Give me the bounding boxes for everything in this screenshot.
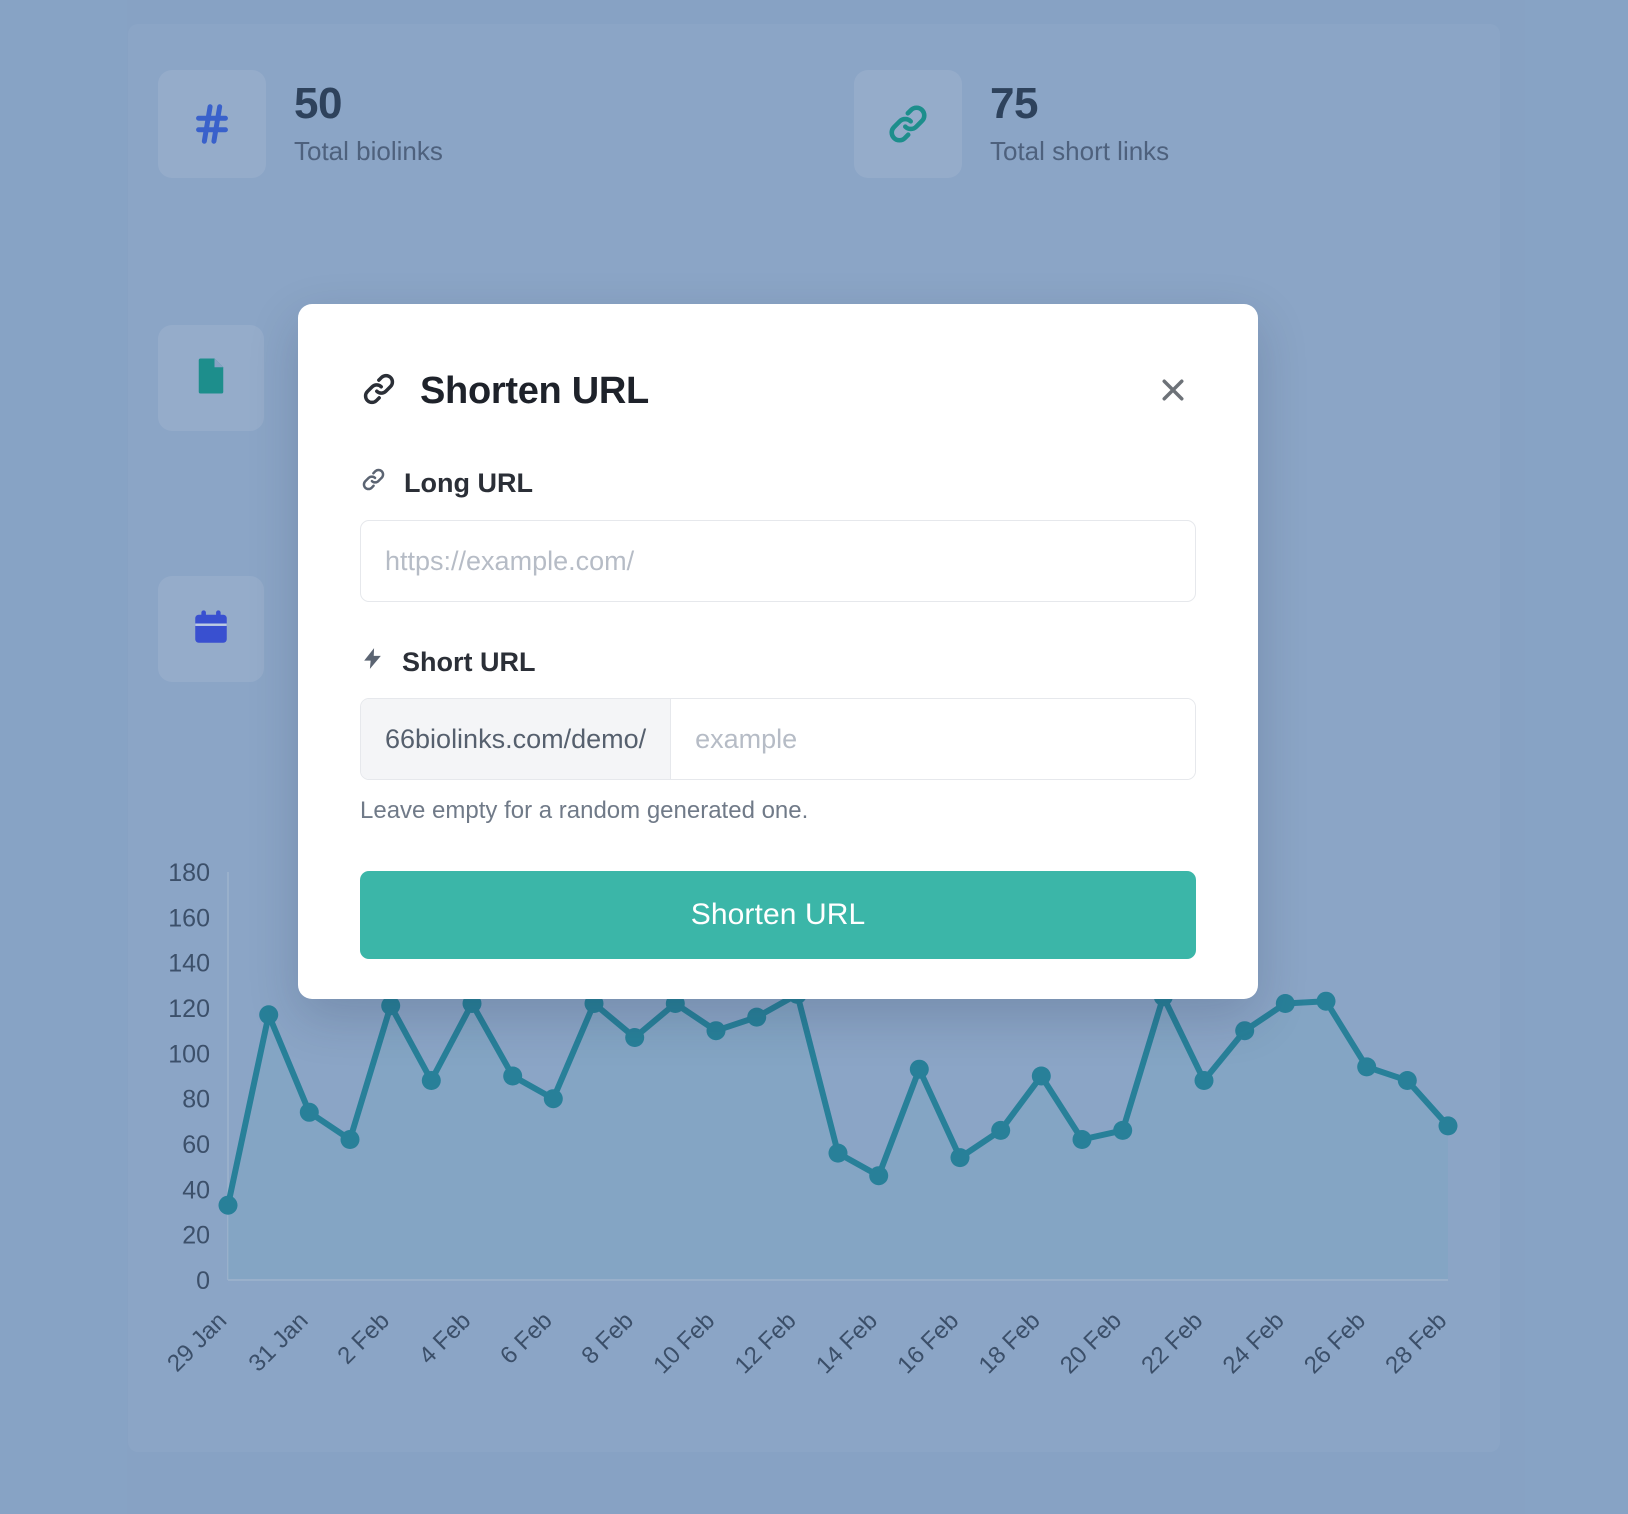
hash-icon xyxy=(158,70,266,178)
link-icon xyxy=(360,466,387,500)
stat-value: 50 xyxy=(294,79,342,129)
svg-text:0: 0 xyxy=(196,1267,210,1295)
close-icon xyxy=(1158,375,1188,408)
svg-text:80: 80 xyxy=(182,1086,210,1114)
stat-card-biolinks: 50 Total biolinks xyxy=(158,70,443,178)
svg-text:140: 140 xyxy=(168,950,210,978)
long-url-label-text: Long URL xyxy=(404,467,533,498)
svg-text:180: 180 xyxy=(168,859,210,887)
bolt-icon xyxy=(360,646,385,678)
short-url-input-group: 66biolinks.com/demo/ xyxy=(360,698,1196,780)
file-icon xyxy=(190,355,232,402)
shorten-url-submit-button[interactable]: Shorten URL xyxy=(360,871,1196,959)
svg-text:20: 20 xyxy=(182,1222,210,1250)
card-calendar xyxy=(158,576,264,682)
short-url-prefix: 66biolinks.com/demo/ xyxy=(361,699,672,779)
modal-title-group: Shorten URL xyxy=(360,370,649,413)
svg-text:160: 160 xyxy=(168,904,210,932)
link-icon xyxy=(854,70,962,178)
short-url-slug-input[interactable] xyxy=(671,699,1195,779)
calendar-icon xyxy=(190,606,232,653)
svg-text:120: 120 xyxy=(168,995,210,1023)
long-url-input[interactable] xyxy=(360,520,1196,602)
visits-area-chart: 0 20 40 60 80 100 120 140 160 180 29 Jan 31 Jan 2 Fe… xyxy=(140,850,1460,1430)
modal-header: Shorten URL xyxy=(360,362,1196,420)
short-url-help-text: Leave empty for a random generated one. xyxy=(360,797,809,824)
modal-title: Shorten URL xyxy=(420,369,649,412)
short-url-label: Short URL xyxy=(360,646,1196,678)
svg-text:40: 40 xyxy=(182,1176,210,1204)
svg-text:100: 100 xyxy=(168,1040,210,1068)
stat-label: Total short links xyxy=(990,135,1170,166)
svg-text:60: 60 xyxy=(182,1131,210,1159)
close-button[interactable] xyxy=(1150,368,1196,414)
short-url-label-text: Short URL xyxy=(402,646,536,677)
long-url-field-block: Long URL xyxy=(360,466,1196,602)
link-icon xyxy=(360,370,398,413)
long-url-label: Long URL xyxy=(360,466,1196,500)
shorten-url-modal: Shorten URL Long URL xyxy=(298,304,1258,999)
stat-label: Total biolinks xyxy=(294,135,443,166)
stat-card-short-links: 75 Total short links xyxy=(854,70,1169,178)
stat-value: 75 xyxy=(990,79,1038,129)
short-url-field-block: Short URL 66biolinks.com/demo/ Leave emp… xyxy=(360,646,1196,825)
card-documents xyxy=(158,325,264,431)
